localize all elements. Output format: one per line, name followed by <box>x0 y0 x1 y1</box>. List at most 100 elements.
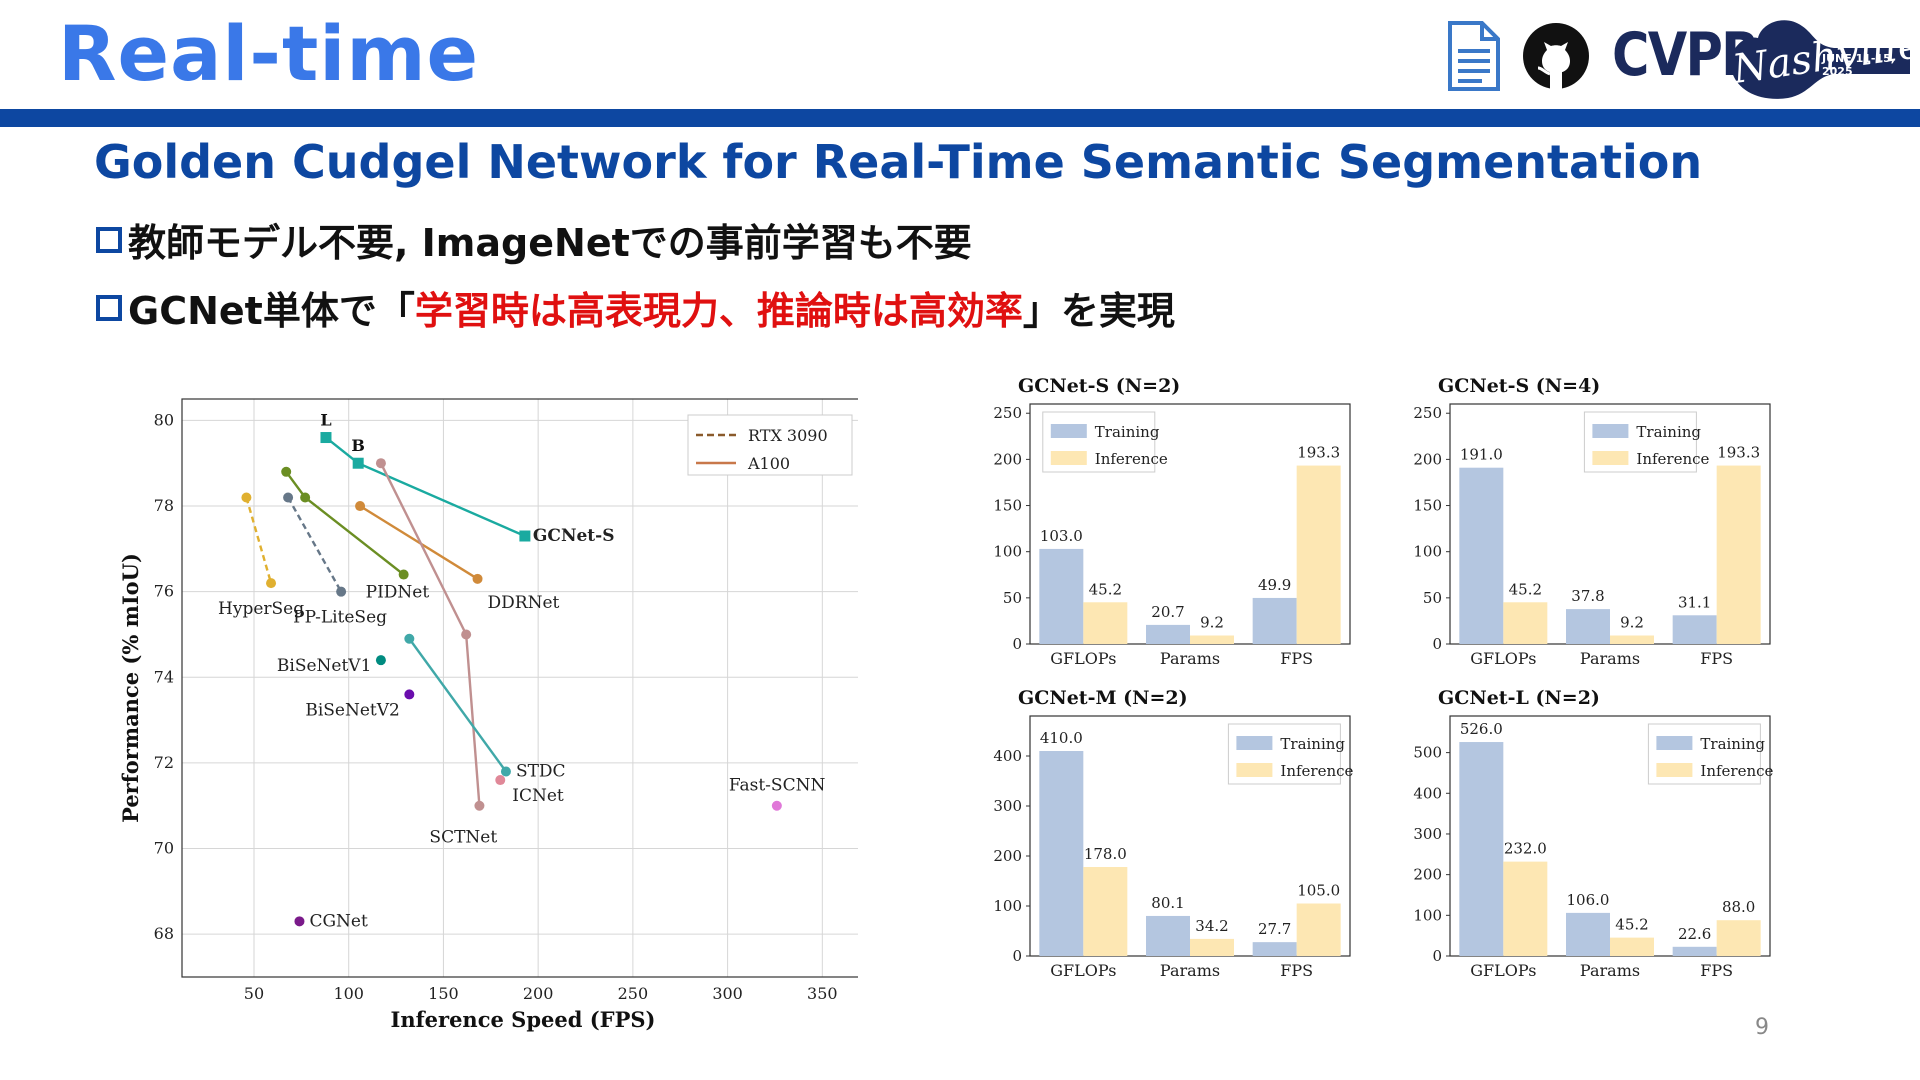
data-point <box>771 800 782 811</box>
y-tick-label: 0 <box>1432 635 1442 653</box>
bar-value-label: 45.2 <box>1089 580 1122 598</box>
bar-value-label: 88.0 <box>1722 898 1755 916</box>
data-point <box>352 457 364 469</box>
bullet-1-text: 教師モデル不要, ImageNetでの事前学習も不要 <box>128 221 972 265</box>
document-icon[interactable] <box>1446 21 1500 91</box>
bar-value-label: 22.6 <box>1678 925 1711 943</box>
category-label: FPS <box>1700 961 1733 980</box>
data-point <box>294 916 305 927</box>
legend-label: Training <box>1636 423 1701 441</box>
bullet-box-icon <box>96 226 122 253</box>
legend-label: Inference <box>1095 450 1168 468</box>
bar <box>1039 548 1084 644</box>
y-tick-label: 100 <box>993 543 1022 561</box>
category-label: GFLOPs <box>1050 649 1116 668</box>
y-tick-label: 250 <box>1413 404 1442 422</box>
x-tick-label: 150 <box>428 984 459 1003</box>
legend-label: Training <box>1700 735 1765 753</box>
data-point <box>241 492 252 503</box>
bar <box>1083 602 1128 644</box>
bar <box>1296 903 1341 956</box>
series-label: BiSeNetV1 <box>277 656 372 676</box>
bar-value-label: 103.0 <box>1040 527 1083 545</box>
bar <box>1503 602 1548 644</box>
cvpr-logo[interactable]: CVPR Nashville JUNE 11-15, 2025 <box>1612 6 1920 106</box>
category-label: GFLOPs <box>1470 649 1536 668</box>
legend-swatch <box>1592 424 1629 438</box>
bar <box>1252 597 1297 644</box>
paper-title: Golden Cudgel Network for Real-Time Sema… <box>94 135 1703 189</box>
data-point <box>500 766 511 777</box>
legend-label: Inference <box>1280 762 1353 780</box>
bar-value-label: 106.0 <box>1567 891 1610 909</box>
category-label: Params <box>1580 961 1640 980</box>
bar <box>1190 938 1234 956</box>
y-tick-label: 50 <box>1423 589 1442 607</box>
legend-swatch <box>1236 736 1273 750</box>
point-label: B <box>351 436 365 455</box>
category-label: FPS <box>1280 649 1313 668</box>
bar-value-label: 45.2 <box>1509 580 1542 598</box>
bar <box>1716 465 1761 644</box>
legend-label: A100 <box>747 454 790 473</box>
bar-chart-title: GCNet-S (N=2) <box>1018 375 1180 397</box>
bar <box>1146 915 1190 956</box>
y-axis-title: Performance (% mIoU) <box>118 553 143 823</box>
speed-accuracy-scatter-chart: 50 100 150 200 250 300 350 68 70 72 74 76 78 80 Infere… <box>118 398 858 1032</box>
bar <box>1672 615 1717 644</box>
github-icon[interactable] <box>1522 22 1590 90</box>
data-point <box>375 458 386 469</box>
bar-value-label: 232.0 <box>1504 840 1547 858</box>
plot-frame <box>181 398 858 978</box>
bar-chart-title: GCNet-S (N=4) <box>1438 375 1600 397</box>
series-label: PIDNet <box>366 583 430 603</box>
legend-swatch <box>1236 763 1273 777</box>
bar-value-label: 31.1 <box>1678 593 1711 611</box>
category-label: Params <box>1160 961 1220 980</box>
bar-value-label: 20.7 <box>1151 603 1184 621</box>
bar-value-label: 34.2 <box>1195 917 1228 935</box>
y-tick-label: 100 <box>993 897 1022 915</box>
category-label: FPS <box>1700 649 1733 668</box>
series-line <box>287 496 343 593</box>
bar <box>1296 465 1341 644</box>
legend-label: Training <box>1095 423 1160 441</box>
y-tick-label: 150 <box>1413 497 1442 515</box>
bar-value-label: 9.2 <box>1620 614 1644 632</box>
data-point <box>375 655 386 666</box>
page-number: 9 <box>1755 1015 1769 1040</box>
data-point <box>336 586 347 597</box>
legend-swatch <box>1656 763 1693 777</box>
category-label: Params <box>1580 649 1640 668</box>
training-inference-bar-charts: GCNet-S (N=2) 0 50 100 150 200 250 GFLOPs 103.0 4… <box>993 375 1773 980</box>
bar <box>1039 751 1084 956</box>
bar-value-label: 37.8 <box>1571 587 1604 605</box>
series-label: GCNet-S <box>533 526 615 546</box>
bar <box>1610 937 1654 956</box>
y-tick-label: 250 <box>993 404 1022 422</box>
series-line <box>359 505 479 580</box>
category-label: GFLOPs <box>1470 961 1536 980</box>
bullet-2-before: GCNet単体で「 <box>128 289 415 333</box>
y-tick-label: 72 <box>154 753 174 772</box>
series-label: DDRNet <box>488 593 560 613</box>
y-tick-label: 200 <box>1413 866 1442 884</box>
data-point <box>495 775 506 786</box>
cvpr-dates: JUNE 11-15, 2025 <box>1822 52 1895 78</box>
data-point <box>472 573 483 584</box>
y-tick-label: 0 <box>1012 947 1022 965</box>
bar-value-label: 410.0 <box>1040 729 1083 747</box>
bar-chart-title: GCNet-L (N=2) <box>1438 687 1600 709</box>
y-tick-label: 74 <box>154 667 174 686</box>
y-tick-label: 50 <box>1003 589 1022 607</box>
bar <box>1716 920 1761 956</box>
bar <box>1252 942 1297 956</box>
y-tick-label: 78 <box>154 496 174 515</box>
series-label: PP-LiteSeg <box>293 608 387 628</box>
bar-value-label: 80.1 <box>1151 894 1184 912</box>
y-tick-label: 76 <box>154 582 174 601</box>
bar <box>1083 867 1128 956</box>
series-label: CGNet <box>309 911 368 931</box>
y-tick-label: 0 <box>1012 635 1022 653</box>
bar <box>1503 861 1548 956</box>
